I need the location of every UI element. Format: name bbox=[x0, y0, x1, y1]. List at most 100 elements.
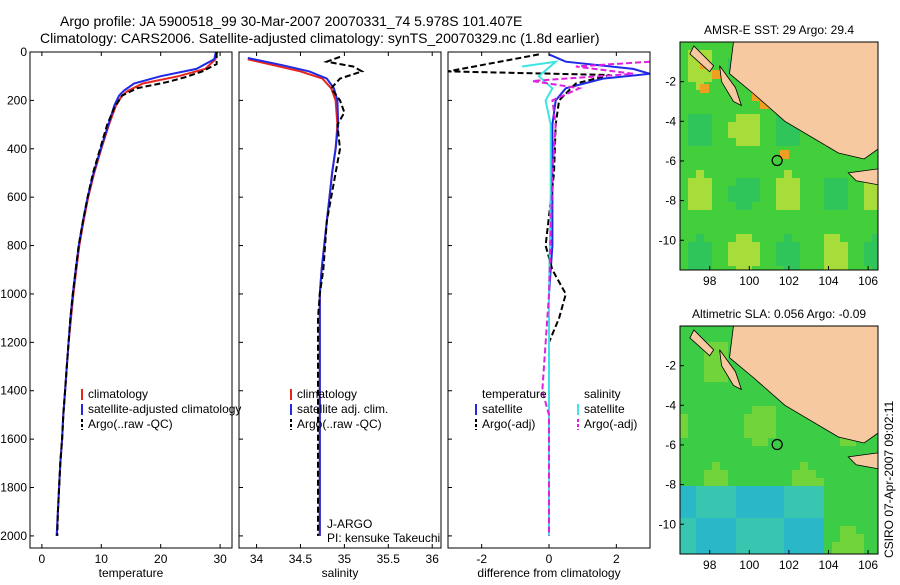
sea-cell bbox=[696, 526, 704, 534]
sea-cell bbox=[864, 502, 872, 510]
sea-cell bbox=[752, 122, 760, 130]
sea-cell bbox=[768, 438, 776, 446]
sea-cell bbox=[752, 162, 760, 170]
sea-cell bbox=[704, 106, 712, 114]
sea-cell bbox=[768, 114, 776, 122]
sea-cell bbox=[744, 510, 752, 518]
sea-cell bbox=[856, 518, 864, 526]
sea-cell bbox=[816, 502, 824, 510]
sea-cell bbox=[784, 194, 792, 202]
sea-cell bbox=[784, 526, 792, 534]
sea-cell bbox=[864, 186, 872, 194]
x-tick-label: 0 bbox=[39, 552, 46, 566]
sea-cell bbox=[792, 446, 800, 454]
sea-cell bbox=[736, 258, 744, 266]
sea-cell bbox=[784, 258, 792, 266]
sea-cell bbox=[712, 510, 720, 518]
sea-cell bbox=[712, 138, 720, 146]
sea-cell bbox=[768, 486, 776, 494]
sea-cell bbox=[760, 478, 768, 486]
sea-cell bbox=[800, 146, 808, 154]
sea-cell bbox=[832, 170, 840, 178]
sea-cell bbox=[736, 502, 744, 510]
sea-cell bbox=[816, 194, 824, 202]
x-tick-label: 10 bbox=[95, 552, 109, 566]
sea-cell bbox=[752, 154, 760, 162]
sea-cell bbox=[712, 98, 720, 106]
sea-cell bbox=[824, 430, 832, 438]
sea-cell bbox=[752, 186, 760, 194]
sea-cell bbox=[832, 226, 840, 234]
sea-cell bbox=[824, 518, 832, 526]
sea-cell bbox=[808, 422, 816, 430]
sea-cell bbox=[704, 414, 712, 422]
sea-cell bbox=[704, 334, 712, 342]
sea-cell bbox=[720, 42, 728, 50]
sea-cell bbox=[680, 478, 688, 486]
sea-cell bbox=[720, 66, 728, 74]
sea-cell bbox=[800, 494, 808, 502]
sea-cell bbox=[736, 218, 744, 226]
x-tick-label: 35.5 bbox=[377, 552, 401, 566]
sea-cell bbox=[688, 478, 696, 486]
sea-cell bbox=[864, 518, 872, 526]
sea-cell bbox=[768, 258, 776, 266]
sea-cell bbox=[744, 178, 752, 186]
sea-cell bbox=[744, 390, 752, 398]
sea-cell bbox=[680, 218, 688, 226]
sea-cell bbox=[752, 510, 760, 518]
sea-cell bbox=[784, 186, 792, 194]
sea-cell bbox=[824, 446, 832, 454]
sea-cell bbox=[872, 162, 878, 170]
series-line-2 bbox=[247, 57, 340, 536]
sea-cell bbox=[680, 202, 688, 210]
sea-cell bbox=[784, 266, 792, 270]
sea-cell bbox=[704, 526, 712, 534]
sea-cell bbox=[840, 186, 848, 194]
sea-cell bbox=[712, 218, 720, 226]
sea-cell bbox=[760, 130, 768, 138]
sea-cell bbox=[696, 366, 704, 374]
sea-cell bbox=[824, 502, 832, 510]
sea-cell bbox=[752, 470, 760, 478]
sea-cell bbox=[704, 430, 712, 438]
map-y-tick-label: -8 bbox=[665, 478, 676, 492]
sea-cell bbox=[768, 478, 776, 486]
sea-cell bbox=[768, 226, 776, 234]
sea-cell bbox=[776, 210, 784, 218]
sea-cell bbox=[744, 494, 752, 502]
sea-cell bbox=[856, 226, 864, 234]
sea-cell bbox=[680, 462, 688, 470]
sea-cell bbox=[792, 170, 800, 178]
sea-cell bbox=[784, 406, 792, 414]
sea-cell bbox=[728, 258, 736, 266]
sea-cell bbox=[752, 170, 760, 178]
sea-cell bbox=[776, 266, 784, 270]
sea-cell bbox=[776, 170, 784, 178]
sea-cell bbox=[792, 462, 800, 470]
sea-cell bbox=[728, 242, 736, 250]
sea-cell bbox=[736, 90, 744, 98]
sea-cell bbox=[688, 218, 696, 226]
sea-cell bbox=[696, 326, 704, 334]
sea-cell bbox=[800, 518, 808, 526]
sea-cell bbox=[728, 502, 736, 510]
sea-cell bbox=[776, 234, 784, 242]
sea-cell bbox=[848, 526, 856, 534]
legend-label: satellite adj. clim. bbox=[297, 402, 388, 416]
sea-cell bbox=[824, 526, 832, 534]
sea-cell bbox=[744, 130, 752, 138]
sea-cell bbox=[720, 162, 728, 170]
sea-cell bbox=[728, 358, 736, 366]
sea-cell bbox=[696, 154, 704, 162]
sea-cell bbox=[728, 430, 736, 438]
sea-cell bbox=[760, 470, 768, 478]
sea-cell bbox=[800, 266, 808, 270]
sea-cell bbox=[696, 510, 704, 518]
sea-cell bbox=[688, 58, 696, 66]
sea-cell bbox=[768, 534, 776, 542]
sea-cell bbox=[760, 462, 768, 470]
sea-cell bbox=[736, 170, 744, 178]
sea-cell bbox=[696, 42, 704, 50]
sea-cell bbox=[832, 542, 840, 550]
